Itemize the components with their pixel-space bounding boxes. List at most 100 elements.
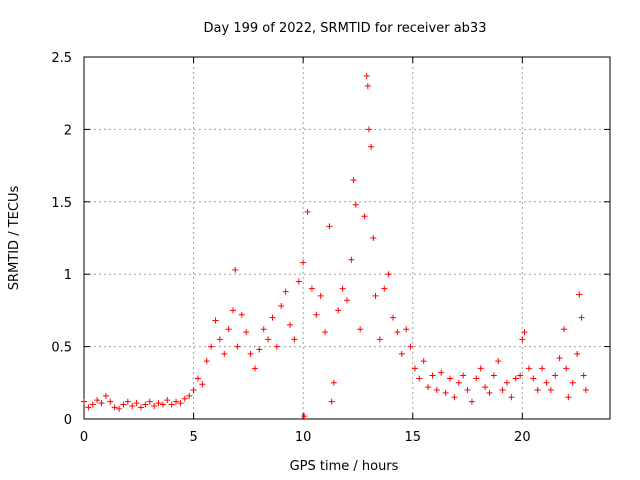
data-point [194, 375, 201, 382]
data-point [278, 303, 285, 310]
data-point [273, 343, 280, 350]
data-point [547, 387, 554, 394]
data-point [146, 398, 153, 405]
data-point [317, 292, 324, 299]
data-point [159, 401, 166, 408]
data-point [142, 401, 149, 408]
data-point [473, 375, 480, 382]
x-tick-label: 0 [80, 430, 88, 445]
data-point [398, 350, 405, 357]
data-point [212, 317, 219, 324]
data-point [503, 379, 510, 386]
data-point [339, 285, 346, 292]
data-point [208, 343, 215, 350]
data-point [94, 397, 101, 404]
y-axis-label: SRMTID / TECUs [7, 186, 22, 291]
data-point [442, 389, 449, 396]
data-point [330, 379, 337, 386]
data-point [490, 372, 497, 379]
data-point [164, 397, 171, 404]
data-point [372, 292, 379, 299]
data-point [269, 314, 276, 321]
data-point [365, 126, 372, 133]
data-point [116, 405, 123, 412]
data-point [385, 271, 392, 278]
axis-ticks [83, 56, 610, 420]
data-point [569, 379, 576, 386]
data-point [420, 358, 427, 365]
data-point [129, 402, 136, 409]
data-point [238, 311, 245, 318]
data-point [151, 402, 158, 409]
data-point [539, 365, 546, 372]
data-point [350, 177, 357, 184]
data-point [390, 314, 397, 321]
data-point [85, 404, 92, 411]
data-point [580, 372, 587, 379]
data-point [560, 326, 567, 333]
data-point [407, 343, 414, 350]
data-point [363, 72, 370, 79]
data-point [543, 379, 550, 386]
data-point [416, 375, 423, 382]
data-point [177, 400, 184, 407]
data-point [335, 307, 342, 314]
data-point [168, 401, 175, 408]
data-point [232, 266, 239, 273]
data-point [525, 365, 532, 372]
data-point [107, 398, 114, 405]
data-point [499, 387, 506, 394]
data-point [326, 223, 333, 230]
data-point [477, 365, 484, 372]
data-point [357, 326, 364, 333]
data-point [521, 329, 528, 336]
data-point [282, 288, 289, 295]
data-point [256, 346, 263, 353]
data-point [295, 278, 302, 285]
data-point [102, 392, 109, 399]
data-point [368, 143, 375, 150]
data-point [344, 297, 350, 304]
data-point [364, 82, 371, 89]
data-point [486, 389, 493, 396]
x-axis-label: GPS time / hours [290, 459, 399, 474]
data-point [247, 350, 254, 357]
data-point [111, 404, 118, 411]
data-point [81, 398, 87, 405]
data-point [576, 291, 583, 298]
data-point [301, 413, 308, 420]
data-point [438, 369, 445, 376]
data-point [519, 336, 526, 343]
data-point [203, 358, 210, 365]
data-point [155, 400, 162, 407]
x-tick-label: 20 [514, 430, 531, 445]
data-point [468, 398, 475, 405]
data-point [530, 375, 537, 382]
y-tick-label: 0 [64, 413, 72, 428]
data-point [433, 387, 440, 394]
data-point [574, 350, 581, 357]
data-point [482, 384, 489, 391]
data-point [517, 372, 524, 379]
x-tick-label: 10 [295, 430, 312, 445]
y-tick-label: 0.5 [51, 341, 72, 356]
data-point [89, 401, 96, 408]
data-point [199, 381, 206, 388]
data-point [394, 329, 401, 336]
data-point [425, 384, 432, 391]
data-point [173, 398, 180, 405]
y-tick-label: 2 [64, 123, 72, 138]
chart-title: Day 199 of 2022, SRMTID for receiver ab3… [204, 21, 487, 36]
grid-lines [84, 57, 610, 419]
data-point [381, 285, 388, 292]
data-point [300, 259, 307, 266]
data-point [328, 398, 335, 405]
data-point [352, 201, 359, 208]
data-point [190, 387, 197, 394]
data-point [234, 343, 241, 350]
data-point [361, 213, 368, 220]
data-point [225, 326, 232, 333]
plot-frame [83, 56, 611, 420]
data-point [411, 365, 418, 372]
data-point [578, 314, 585, 321]
